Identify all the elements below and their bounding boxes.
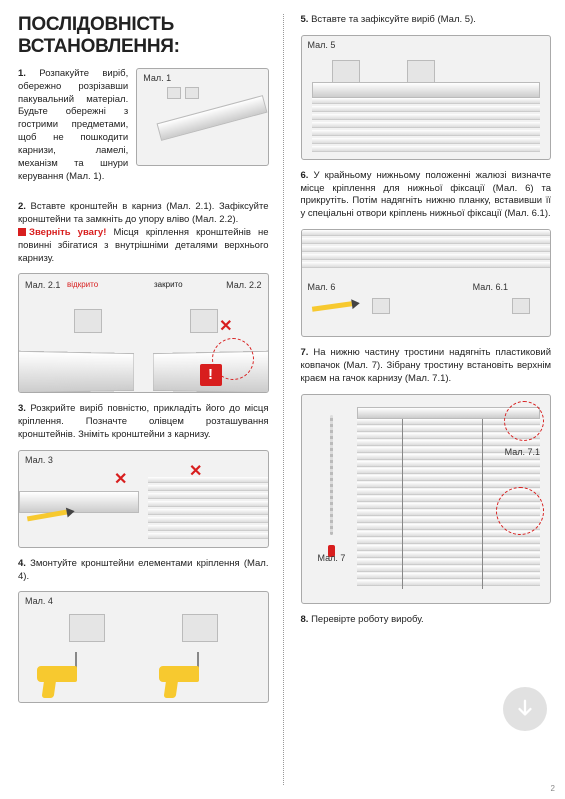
part-icon — [185, 87, 199, 99]
bracket-open — [74, 309, 102, 333]
drill-icon — [37, 666, 87, 698]
figure-4: Мал. 4 — [18, 591, 269, 703]
page-number: 2 — [551, 784, 555, 793]
right-column: 5. Вставте та зафіксуйте виріб (Мал. 5).… — [283, 0, 565, 799]
step-num: 1. — [18, 68, 26, 79]
step-num: 2. — [18, 201, 26, 212]
blind-slats — [148, 477, 268, 547]
step-body: Перевірте роботу виробу. — [311, 614, 424, 625]
lower-fix-bracket — [512, 298, 530, 314]
step-body: Вставте та зафіксуйте виріб (Мал. 5). — [311, 14, 476, 25]
wand-illustration — [330, 415, 333, 535]
x-mark-icon: ✕ — [114, 469, 127, 489]
closed-label: закрито — [154, 280, 183, 289]
lower-fix-bracket — [372, 298, 390, 314]
step-1-text: 1. Розпакуйте виріб, обережно розрізавши… — [18, 68, 128, 183]
bracket-left — [69, 614, 105, 642]
step-1: 1. Розпакуйте виріб, обережно розрізавши… — [18, 68, 269, 191]
bracket-closed — [190, 309, 218, 333]
step-num: 5. — [301, 14, 309, 25]
step-num: 4. — [18, 558, 26, 569]
figure-7: Мал. 7 Мал. 7.1 — [301, 394, 552, 604]
step-num: 8. — [301, 614, 309, 625]
fig-7-label: Мал. 7 — [318, 553, 346, 563]
fig-22-label: Мал. 2.2 — [226, 280, 261, 290]
warning-icon: ! — [200, 364, 222, 386]
figure-1: Мал. 1 — [136, 68, 268, 166]
pencil-icon — [311, 301, 351, 312]
open-label: відкрито — [67, 280, 98, 289]
step-8-text: 8. Перевірте роботу виробу. — [301, 614, 552, 627]
step-2-text: 2. Вставте кронштейн в карниз (Мал. 2.1)… — [18, 201, 269, 265]
bracket-right — [182, 614, 218, 642]
warning-prefix: Зверніть увагу! — [29, 227, 106, 238]
figure-6: Мал. 6 Мал. 6.1 — [301, 229, 552, 337]
cord-line — [402, 419, 403, 589]
fig-71-label: Мал. 7.1 — [505, 447, 540, 457]
blind-slats — [312, 98, 541, 159]
fig-61-label: Мал. 6.1 — [473, 282, 508, 292]
fig-6-label: Мал. 6 — [308, 282, 336, 292]
step-num: 3. — [18, 403, 26, 414]
detail-circle-bottom — [496, 487, 544, 535]
step-body: На нижню частину тростини надягніть плас… — [301, 347, 552, 384]
bracket-icon — [407, 60, 435, 84]
rail-left — [18, 351, 134, 393]
step-body: Вставте кронштейн в карниз (Мал. 2.1). З… — [18, 201, 269, 225]
blind-slats-top — [302, 230, 551, 276]
detail-circle-top — [504, 401, 544, 441]
drill-icon — [159, 666, 209, 698]
step-num: 6. — [301, 170, 309, 181]
step-7-text: 7. На нижню частину тростини надягніть п… — [301, 347, 552, 385]
cord-line — [482, 419, 483, 589]
step-3-text: 3. Розкрийте виріб повністю, прикладіть … — [18, 403, 269, 441]
fig-4-label: Мал. 4 — [25, 596, 53, 606]
arrow-down-icon — [514, 698, 536, 720]
fig-1-label: Мал. 1 — [143, 73, 171, 83]
part-icon — [167, 87, 181, 99]
figure-5: Мал. 5 — [301, 35, 552, 160]
next-arrow-button[interactable] — [503, 687, 547, 731]
figure-2: Мал. 2.1 Мал. 2.2 відкрито закрито ✕ ! — [18, 273, 269, 393]
fig-3-label: Мал. 3 — [25, 455, 53, 465]
page-title: ПОСЛІДОВНІСТЬ ВСТАНОВЛЕННЯ: — [18, 14, 269, 58]
figure-3: Мал. 3 ✕ ✕ — [18, 450, 269, 548]
x-mark-icon: ✕ — [189, 461, 202, 481]
fig-5-label: Мал. 5 — [308, 40, 336, 50]
rail-5 — [312, 82, 541, 98]
step-6-text: 6. У крайньому нижньому положенні жалюзі… — [301, 170, 552, 221]
x-mark-icon: ✕ — [219, 316, 232, 336]
step-body: Розкрийте виріб повністю, прикладіть йог… — [18, 403, 269, 440]
rail-3 — [19, 491, 139, 513]
left-column: ПОСЛІДОВНІСТЬ ВСТАНОВЛЕННЯ: 1. Розпакуйт… — [0, 0, 283, 799]
fig-21-label: Мал. 2.1 — [25, 280, 60, 290]
warning-square-icon — [18, 228, 26, 236]
step-body: У крайньому нижньому положенні жалюзі ви… — [301, 170, 552, 219]
step-5-text: 5. Вставте та зафіксуйте виріб (Мал. 5). — [301, 14, 552, 27]
bracket-icon — [332, 60, 360, 84]
rail-illustration — [157, 95, 268, 141]
step-body: Змонтуйте кронштейни елементами кріпленн… — [18, 558, 269, 582]
step-4-text: 4. Змонтуйте кронштейни елементами кріпл… — [18, 558, 269, 584]
step-body: Розпакуйте виріб, обережно розрізавши па… — [18, 68, 128, 182]
step-num: 7. — [301, 347, 309, 358]
